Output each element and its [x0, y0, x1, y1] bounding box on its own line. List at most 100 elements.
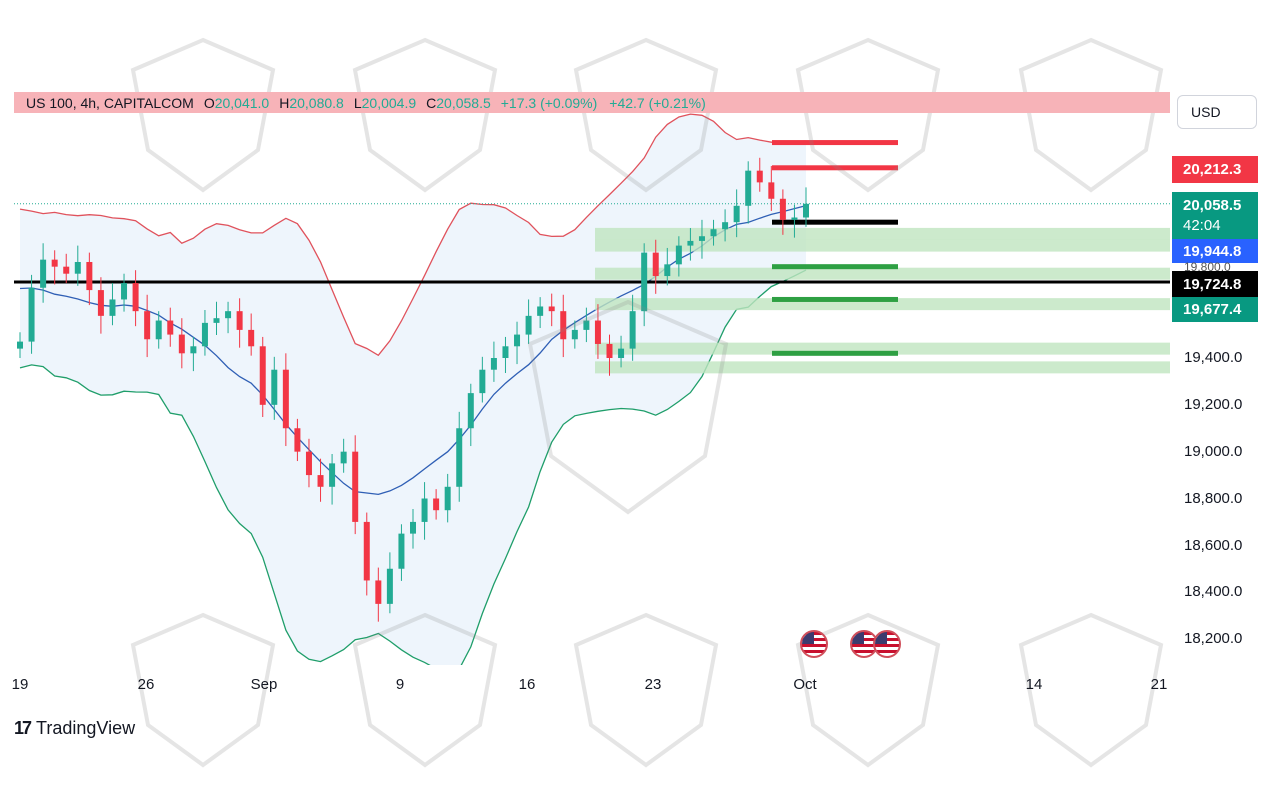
y-tick: 18,800.0 [1184, 490, 1243, 507]
candle-body [63, 266, 70, 274]
x-tick: Oct [793, 676, 817, 693]
x-tick: 26 [137, 676, 155, 693]
bollinger-lower-band [19, 269, 807, 665]
x-tick: 9 [395, 676, 405, 693]
candle-body [641, 252, 648, 312]
price-tag-blue: 19,944.8 [1172, 239, 1258, 263]
x-tick: 23 [644, 676, 662, 693]
countdown-timer: 42:04 [1183, 216, 1221, 234]
candle-body [40, 259, 47, 288]
candle-body [618, 348, 625, 358]
high-value: 20,080.8 [289, 94, 344, 111]
support-line [772, 296, 898, 302]
currency-button[interactable]: USD [1177, 95, 1257, 129]
support-zone [595, 298, 1170, 311]
candle-body [664, 264, 671, 277]
candle-body [282, 369, 289, 429]
resistance-line [772, 165, 898, 171]
watermark-shield-icon [573, 612, 719, 768]
candle-body [352, 451, 359, 522]
current-price: 20,058.5 [1183, 196, 1242, 214]
candle-body [502, 346, 509, 358]
candle-body [629, 311, 636, 349]
bollinger-upper-band [19, 113, 807, 357]
close-value: 20,058.5 [436, 94, 491, 111]
us-economic-event-icon[interactable] [873, 630, 901, 658]
watermark-shield-icon [1018, 612, 1164, 768]
candle-body [109, 299, 116, 316]
candle-body [756, 170, 763, 183]
watermark-shield-icon [130, 37, 276, 193]
candle-body [675, 245, 682, 265]
watermark-shield-icon [527, 299, 729, 515]
watermark-shield-icon [795, 612, 941, 768]
candle-body [779, 198, 786, 220]
x-tick: 14 [1025, 676, 1043, 693]
candle-body [791, 217, 798, 220]
change-value-2: +42.7 (+0.21%) [609, 94, 706, 111]
support-zone [595, 361, 1170, 374]
watermark-shield-icon [130, 612, 276, 768]
tradingview-icon: 17 [14, 718, 32, 738]
candle-body [710, 229, 717, 237]
candle-body [410, 521, 416, 534]
candle-body [201, 322, 208, 347]
support-zone [595, 267, 1170, 280]
close-label: C [426, 94, 437, 111]
symbol-title: US 100, 4h, CAPITALCOM [26, 94, 194, 111]
candle-body [537, 306, 544, 316]
candle-body [74, 261, 81, 274]
candle-body [594, 320, 601, 344]
candle-body [121, 283, 128, 300]
candle-body [479, 369, 486, 394]
y-tick: 19,200.0 [1184, 396, 1243, 413]
x-tick: 16 [518, 676, 536, 693]
candle-body [386, 568, 393, 604]
candle-body [525, 315, 532, 335]
candle-body [236, 311, 243, 330]
candle-body [340, 451, 347, 464]
candle-body [606, 343, 613, 358]
candle-body [687, 240, 694, 246]
watermark-shield-icon [1018, 37, 1164, 193]
candle-body [456, 428, 463, 487]
candle-body [768, 182, 775, 199]
us-economic-event-icon[interactable] [800, 630, 828, 658]
candle-body [363, 521, 370, 581]
candle-body [259, 346, 266, 405]
candle-body [155, 320, 162, 340]
y-tick: 19,000.0 [1184, 443, 1243, 460]
candle-body [225, 311, 232, 319]
candle-body [86, 261, 93, 291]
watermark-shield-icon [352, 37, 498, 193]
support-zone [595, 239, 1170, 252]
candle-body [294, 428, 301, 452]
candle-body [745, 170, 752, 206]
support-zone [595, 227, 1170, 240]
candle-body [317, 475, 324, 487]
candle-body [421, 498, 428, 522]
candle-body [583, 320, 590, 330]
candle-body [167, 320, 174, 335]
candle-body [375, 580, 382, 604]
candle-body [490, 358, 497, 370]
change-value: +17.3 (+0.09%) [500, 94, 598, 111]
support-line [772, 350, 898, 356]
y-tick: 18,200.0 [1184, 630, 1243, 647]
support-zone [595, 342, 1170, 355]
candle-body [132, 283, 139, 312]
watermark-shield-icon [795, 37, 941, 193]
candle-body [329, 463, 336, 487]
price-tag-black: 19,724.8 [1172, 271, 1258, 297]
tradingview-wordmark: TradingView [36, 718, 136, 738]
candle-body [17, 341, 23, 349]
candle-body [213, 318, 220, 323]
candle-body [444, 486, 451, 511]
tradingview-logo[interactable]: 17 TradingView [14, 718, 135, 739]
watermark-shield-icon [573, 37, 719, 193]
price-tag-green: 19,677.4 [1172, 297, 1258, 322]
price-tag-current: 20,058.5 42:04 [1172, 192, 1258, 239]
candle-body [398, 533, 405, 569]
y-tick: 19,400.0 [1184, 349, 1243, 366]
